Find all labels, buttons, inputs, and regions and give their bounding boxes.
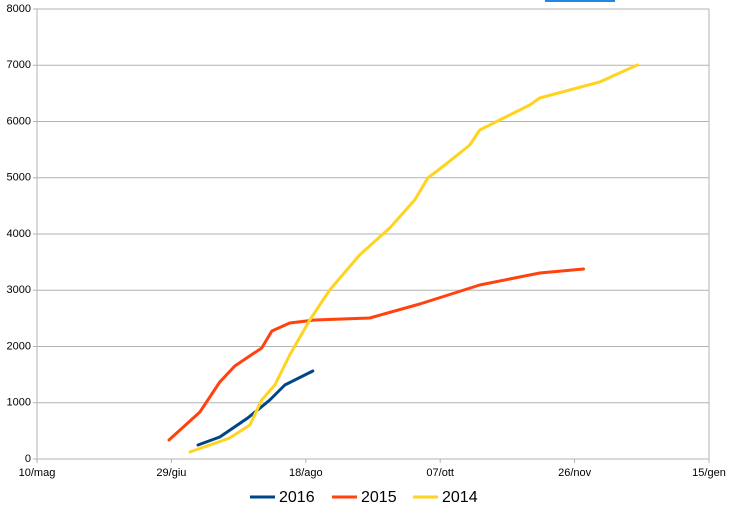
series-line [196,369,315,447]
selection-strip [545,0,615,2]
y-tick-label: 6000 [7,115,31,127]
y-tick-label: 8000 [7,3,31,15]
y-tick-label: 2000 [7,340,31,352]
y-tick-label: 1000 [7,397,31,409]
y-tick-label: 4000 [7,228,31,240]
x-tick-label: 29/giu [156,467,186,479]
x-tick-label: 15/gen [692,467,726,479]
legend-text: 2014 [442,489,478,506]
legend-text: 2016 [279,489,315,506]
y-tick-label: 5000 [7,172,31,184]
x-tick-label: 26/nov [558,467,592,479]
series-line [188,63,639,454]
series-line [167,267,585,442]
x-tick-label: 10/mag [19,467,56,479]
x-tick-label: 07/ott [426,467,454,479]
y-tick-label: 3000 [7,284,31,296]
legend-text: 2015 [361,489,397,506]
y-tick-label: 0 [25,453,31,465]
x-tick-label: 18/ago [289,467,323,479]
y-tick-label: 7000 [7,59,31,71]
